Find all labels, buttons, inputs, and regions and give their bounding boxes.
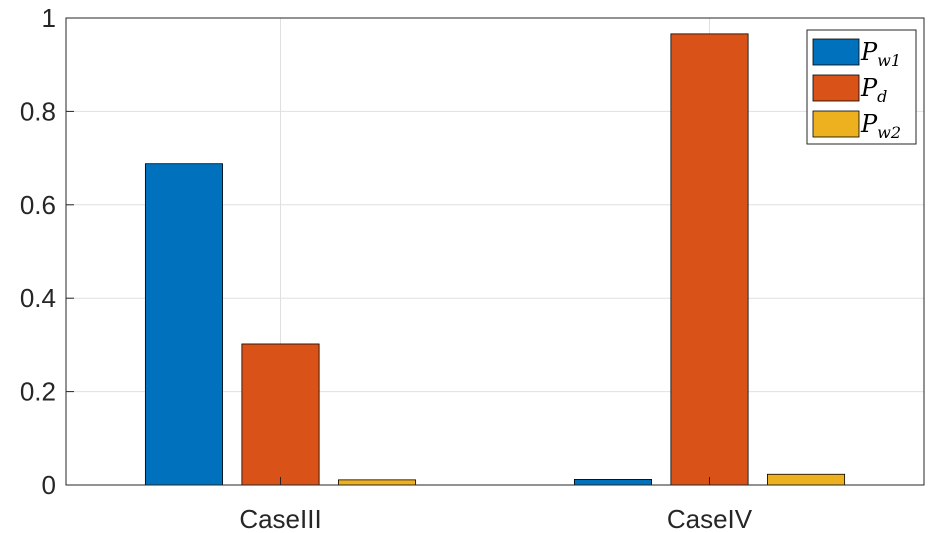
x-axis: CaseIII CaseIV bbox=[239, 477, 753, 533]
bar-p-w2-caseiii bbox=[338, 479, 417, 486]
bars bbox=[144, 33, 846, 486]
x-tick-label: CaseIII bbox=[239, 504, 321, 533]
legend: Pw1 Pd Pw2 bbox=[806, 29, 917, 145]
legend-label: Pw2 bbox=[860, 110, 901, 142]
x-tick-label: CaseIV bbox=[667, 504, 753, 533]
y-tick-label: 1 bbox=[42, 3, 56, 33]
y-tick-label: 0.6 bbox=[20, 190, 56, 220]
y-tick-label: 0.8 bbox=[20, 96, 56, 126]
legend-label: Pw1 bbox=[860, 38, 901, 70]
bar-p-w1-caseiv bbox=[573, 478, 652, 486]
legend-swatch bbox=[812, 74, 860, 102]
y-tick-label: 0 bbox=[42, 470, 56, 500]
bar-p-w1-caseiii bbox=[144, 163, 223, 486]
legend-swatch bbox=[812, 38, 860, 66]
legend-label: Pd bbox=[860, 74, 887, 106]
bar-p-d-caseiv bbox=[670, 33, 749, 486]
legend-swatch bbox=[812, 110, 860, 138]
y-tick-label: 0.4 bbox=[20, 283, 56, 313]
y-tick-label: 0.2 bbox=[20, 377, 56, 407]
axes-box bbox=[65, 17, 925, 486]
y-axis: 0 0.2 0.4 0.6 0.8 1 bbox=[20, 3, 74, 500]
bar-p-d-caseiii bbox=[241, 343, 320, 486]
bar-p-w2-caseiv bbox=[767, 473, 846, 486]
